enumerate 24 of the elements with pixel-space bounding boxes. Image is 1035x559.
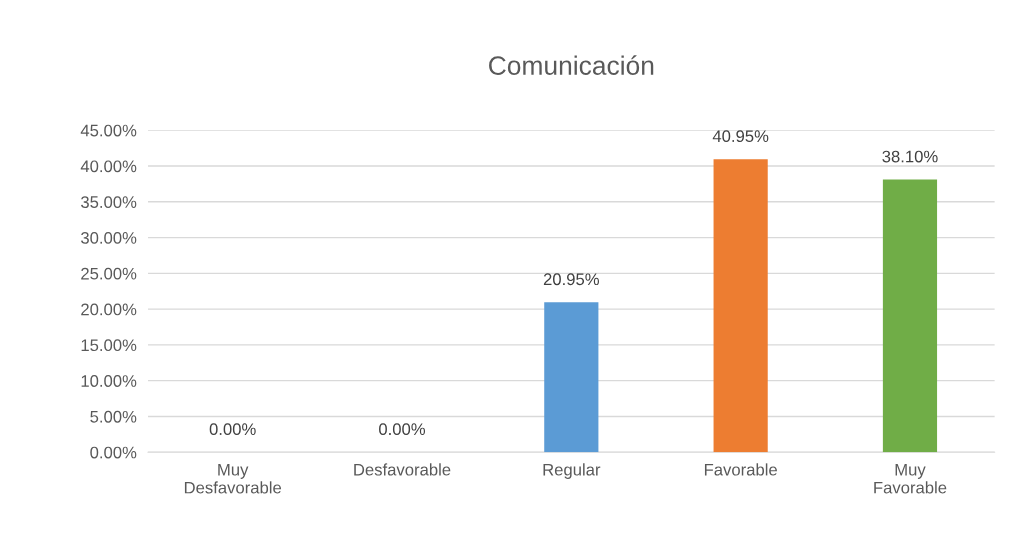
x-tick-label: Desfavorable (354, 463, 451, 476)
y-tick-label: 15.00% (81, 339, 137, 352)
x-tick-label: Muy Favorable (874, 463, 947, 494)
y-tick-label: 25.00% (81, 267, 137, 280)
data-label: 38.10% (882, 150, 938, 163)
y-tick-label: 20.00% (81, 303, 137, 316)
data-label: 0.00% (379, 423, 426, 436)
y-tick-label: 10.00% (81, 375, 137, 387)
y-tick-label: 5.00% (90, 410, 137, 423)
bar (882, 179, 938, 453)
y-tick-label: 30.00% (81, 231, 137, 244)
x-tick-label: Favorable (704, 463, 777, 476)
bar (544, 302, 599, 453)
x-tick-label: Regular (543, 463, 601, 479)
chart-title: Comunicación (489, 55, 654, 75)
y-tick-label: 45.00% (80, 124, 137, 137)
bar (713, 159, 768, 453)
y-tick-label: 35.00% (81, 196, 137, 208)
data-label: 40.95% (712, 130, 769, 143)
data-label: 20.95% (543, 273, 599, 286)
y-tick-label: 0.00% (90, 446, 137, 459)
y-tick-label: 40.00% (80, 160, 137, 173)
data-label: 0.00% (209, 423, 256, 436)
x-tick-label: Muy Desfavorable (184, 463, 282, 494)
